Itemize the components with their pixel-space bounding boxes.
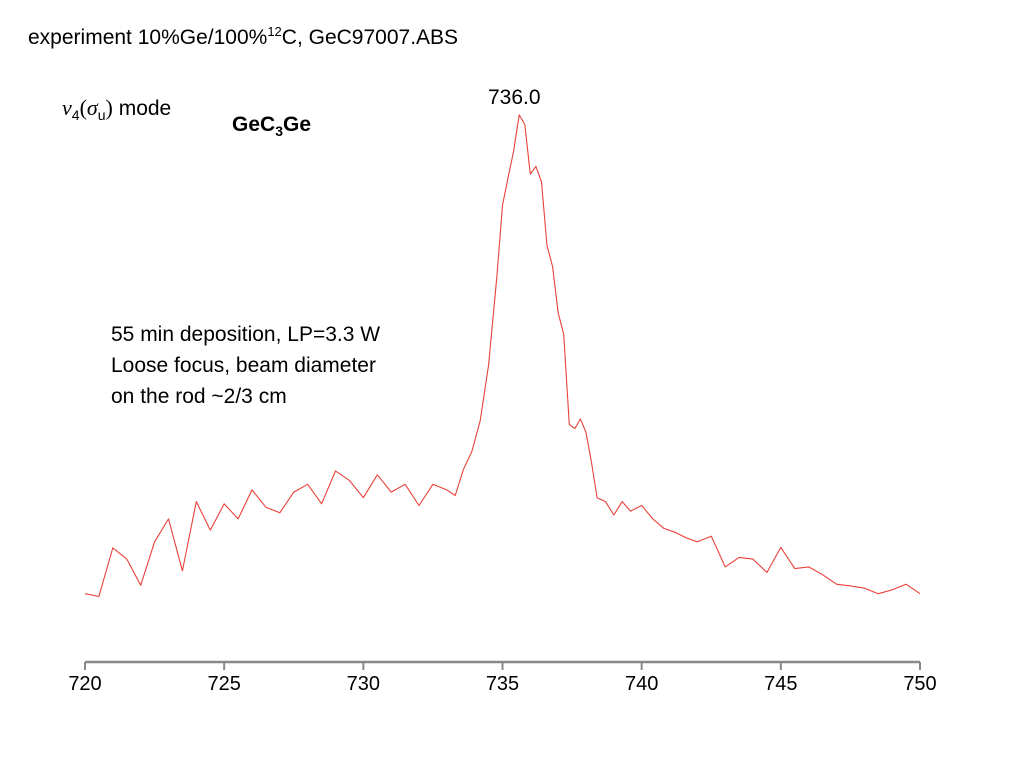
spectrum-trace-group bbox=[84, 114, 921, 598]
title-isotope-superscript: 12 bbox=[267, 24, 282, 39]
x-tick-label: 750 bbox=[903, 673, 936, 695]
x-tick-label: 745 bbox=[764, 673, 797, 695]
nu-symbol: ν bbox=[62, 95, 72, 120]
x-tick-label: 725 bbox=[207, 673, 240, 695]
title-prefix: experiment 10%Ge/100% bbox=[28, 26, 268, 49]
chart-title: experiment 10%Ge/100%12C, GeC97007.ABS bbox=[28, 24, 459, 50]
spectrum-trace bbox=[84, 114, 921, 598]
sigma-subscript: u bbox=[97, 107, 106, 124]
x-tick-label: 735 bbox=[486, 673, 519, 695]
title-suffix: C, GeC97007.ABS bbox=[281, 26, 459, 49]
close-paren: ) bbox=[105, 95, 113, 120]
molecule-subscript: 3 bbox=[275, 123, 283, 140]
x-tick-label: 720 bbox=[68, 673, 101, 695]
note-line-3: on the rod ~2/3 cm bbox=[111, 385, 287, 408]
molecule-part2: Ge bbox=[282, 113, 311, 136]
sigma-symbol: σ bbox=[86, 95, 98, 120]
mode-word: mode bbox=[112, 97, 172, 120]
vibrational-mode-label: ν4(σu) mode bbox=[62, 95, 172, 124]
peak-annotation: 736.0 bbox=[488, 86, 541, 109]
nu-subscript: 4 bbox=[71, 107, 80, 124]
x-tick-label: 730 bbox=[347, 673, 380, 695]
x-tick-label: 740 bbox=[625, 673, 658, 695]
note-line-1: 55 min deposition, LP=3.3 W bbox=[111, 323, 381, 346]
experiment-notes: 55 min deposition, LP=3.3 W Loose focus,… bbox=[111, 319, 380, 412]
molecule-part1: GeC bbox=[232, 113, 276, 136]
molecule-label: GeC3Ge bbox=[232, 113, 311, 140]
open-paren: ( bbox=[79, 95, 87, 120]
note-line-2: Loose focus, beam diameter bbox=[111, 354, 376, 377]
x-axis: 720 725 730 735 740 745 750 bbox=[68, 660, 937, 695]
